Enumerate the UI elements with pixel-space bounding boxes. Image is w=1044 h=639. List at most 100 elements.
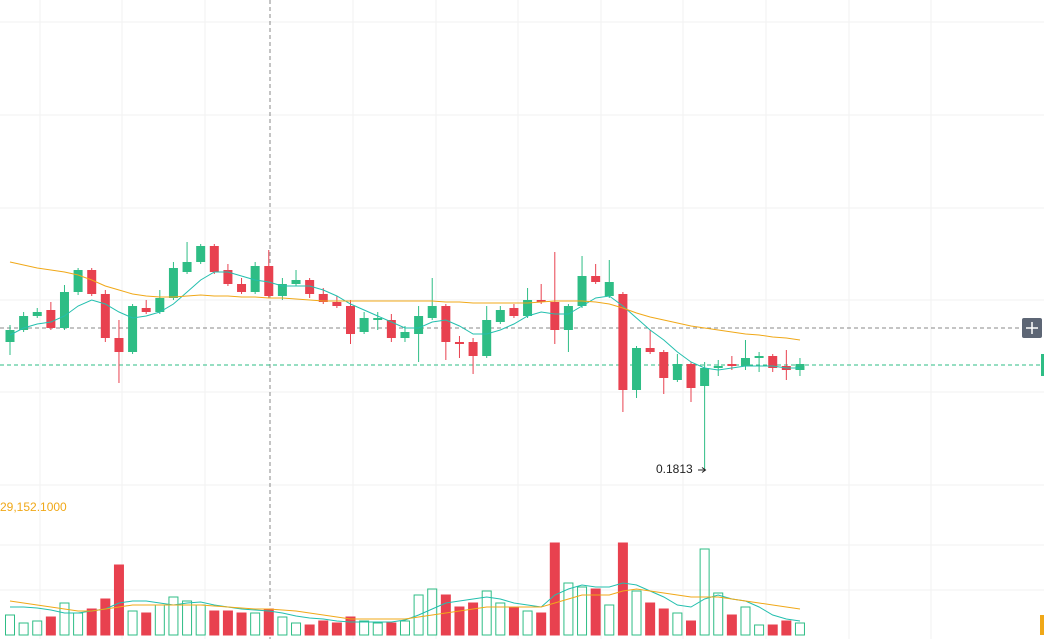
volume-bar [331, 622, 342, 636]
volume-bar [73, 612, 84, 636]
volume-bar [658, 608, 669, 636]
volume-bar [345, 616, 356, 636]
candle-body [768, 356, 778, 368]
volume-bar [549, 542, 560, 636]
last-price-marker [1041, 354, 1044, 376]
candle-body [700, 368, 710, 386]
candle-body [672, 364, 682, 380]
volume-bar [59, 602, 70, 636]
candle-body [196, 246, 206, 262]
candle-body [87, 270, 97, 294]
volume-bar [577, 586, 588, 636]
candle-body [155, 298, 165, 312]
volume-bar [440, 594, 451, 636]
low-label: 0.1813 [656, 462, 693, 476]
candle-body [414, 316, 424, 334]
volume-bar [45, 616, 56, 636]
candle-body [182, 262, 192, 272]
candle-body [400, 332, 410, 338]
candle-body [5, 330, 15, 342]
candle-body [373, 318, 383, 320]
volume-ma-label: 29,152.1000 [0, 500, 67, 514]
volume-bar [740, 606, 751, 636]
candle-body [32, 312, 42, 316]
volume-bar [236, 612, 247, 636]
candle-body [468, 342, 478, 356]
candle-body [128, 306, 138, 352]
candle-body [237, 284, 247, 292]
volume-bar [713, 592, 724, 636]
volume-bar [399, 620, 410, 636]
candle-body [686, 364, 696, 388]
candle-body [754, 356, 764, 358]
low-arrow [698, 467, 707, 473]
candle-body [114, 338, 124, 352]
volume-bar [195, 604, 206, 636]
candle-body [563, 306, 573, 330]
candle-body [318, 294, 328, 302]
volume-bar [686, 620, 696, 636]
candle-body [264, 266, 274, 296]
candle-body [550, 302, 560, 330]
volume-bar [127, 610, 138, 636]
volume-bar [767, 624, 778, 636]
volume-bar [563, 582, 574, 636]
candle-body [46, 310, 56, 328]
candle-body [305, 280, 315, 294]
candle-body [386, 320, 396, 338]
ma-short-line [9, 271, 800, 371]
candle-body [250, 266, 260, 292]
volume-bar [699, 548, 710, 636]
volume-bar [617, 542, 628, 636]
volume-bar [304, 624, 315, 636]
volume-edge-marker [1040, 615, 1044, 635]
candle-body [359, 318, 369, 332]
candle-body [591, 276, 601, 282]
volume-bar [100, 598, 111, 636]
candle-body [577, 276, 587, 306]
candle-body [141, 308, 151, 312]
candle-body [482, 320, 492, 356]
candle-body [346, 306, 355, 334]
volume-bar [182, 600, 193, 636]
marks [5, 242, 805, 636]
volume-bar [222, 610, 233, 636]
add-button-icon[interactable] [1026, 322, 1038, 334]
volume-bar [481, 590, 492, 636]
volume-bar [631, 590, 642, 636]
volume-bar [386, 622, 397, 636]
candle-body [277, 284, 287, 296]
volume-bar [590, 588, 601, 636]
volume-bar [250, 612, 261, 636]
candle-body [536, 300, 546, 302]
volume-bar [454, 606, 465, 636]
candle-body [509, 308, 519, 316]
volume-bar [318, 620, 329, 636]
volume-bar [291, 622, 302, 636]
candle-body [100, 294, 110, 338]
volume-bar [86, 608, 97, 636]
candle-body [291, 280, 301, 284]
candle-body [713, 366, 723, 368]
volume-ma-long-line [9, 588, 801, 620]
candle-body [223, 270, 233, 284]
candle-body [59, 292, 69, 328]
add-button[interactable] [1022, 318, 1042, 338]
volume-bar [427, 588, 438, 636]
volume-bar [468, 602, 479, 636]
volume-bar [604, 604, 615, 636]
volume-bar [413, 594, 424, 636]
candle-body [73, 270, 83, 292]
candle-body [427, 306, 437, 318]
volume-bar [113, 564, 124, 636]
candle-body [645, 348, 655, 352]
candle-body [727, 364, 737, 366]
volume-bar [495, 602, 506, 636]
volume-bar [536, 612, 547, 636]
candle-body [19, 316, 29, 330]
volume-bar [372, 622, 383, 636]
candle-body [168, 268, 178, 298]
volume-bar [781, 620, 792, 636]
